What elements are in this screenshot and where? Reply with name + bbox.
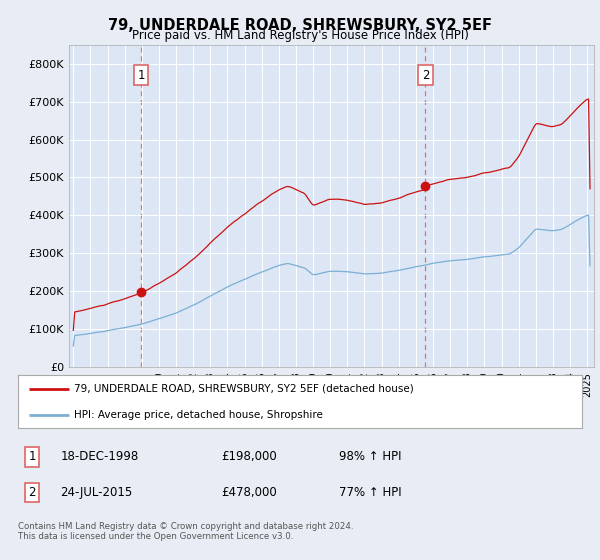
Text: 2: 2 [28, 486, 36, 499]
Text: 77% ↑ HPI: 77% ↑ HPI [340, 486, 402, 499]
Text: Contains HM Land Registry data © Crown copyright and database right 2024.
This d: Contains HM Land Registry data © Crown c… [18, 522, 353, 542]
Text: 79, UNDERDALE ROAD, SHREWSBURY, SY2 5EF: 79, UNDERDALE ROAD, SHREWSBURY, SY2 5EF [108, 18, 492, 33]
Text: 2: 2 [422, 69, 429, 82]
Text: £198,000: £198,000 [221, 450, 277, 463]
Text: 18-DEC-1998: 18-DEC-1998 [60, 450, 139, 463]
Text: 24-JUL-2015: 24-JUL-2015 [60, 486, 133, 499]
Text: £478,000: £478,000 [221, 486, 277, 499]
Text: 1: 1 [28, 450, 36, 463]
Text: 98% ↑ HPI: 98% ↑ HPI [340, 450, 402, 463]
Text: 79, UNDERDALE ROAD, SHREWSBURY, SY2 5EF (detached house): 79, UNDERDALE ROAD, SHREWSBURY, SY2 5EF … [74, 384, 414, 394]
Text: Price paid vs. HM Land Registry's House Price Index (HPI): Price paid vs. HM Land Registry's House … [131, 29, 469, 42]
Text: 1: 1 [137, 69, 145, 82]
Text: HPI: Average price, detached house, Shropshire: HPI: Average price, detached house, Shro… [74, 410, 323, 420]
